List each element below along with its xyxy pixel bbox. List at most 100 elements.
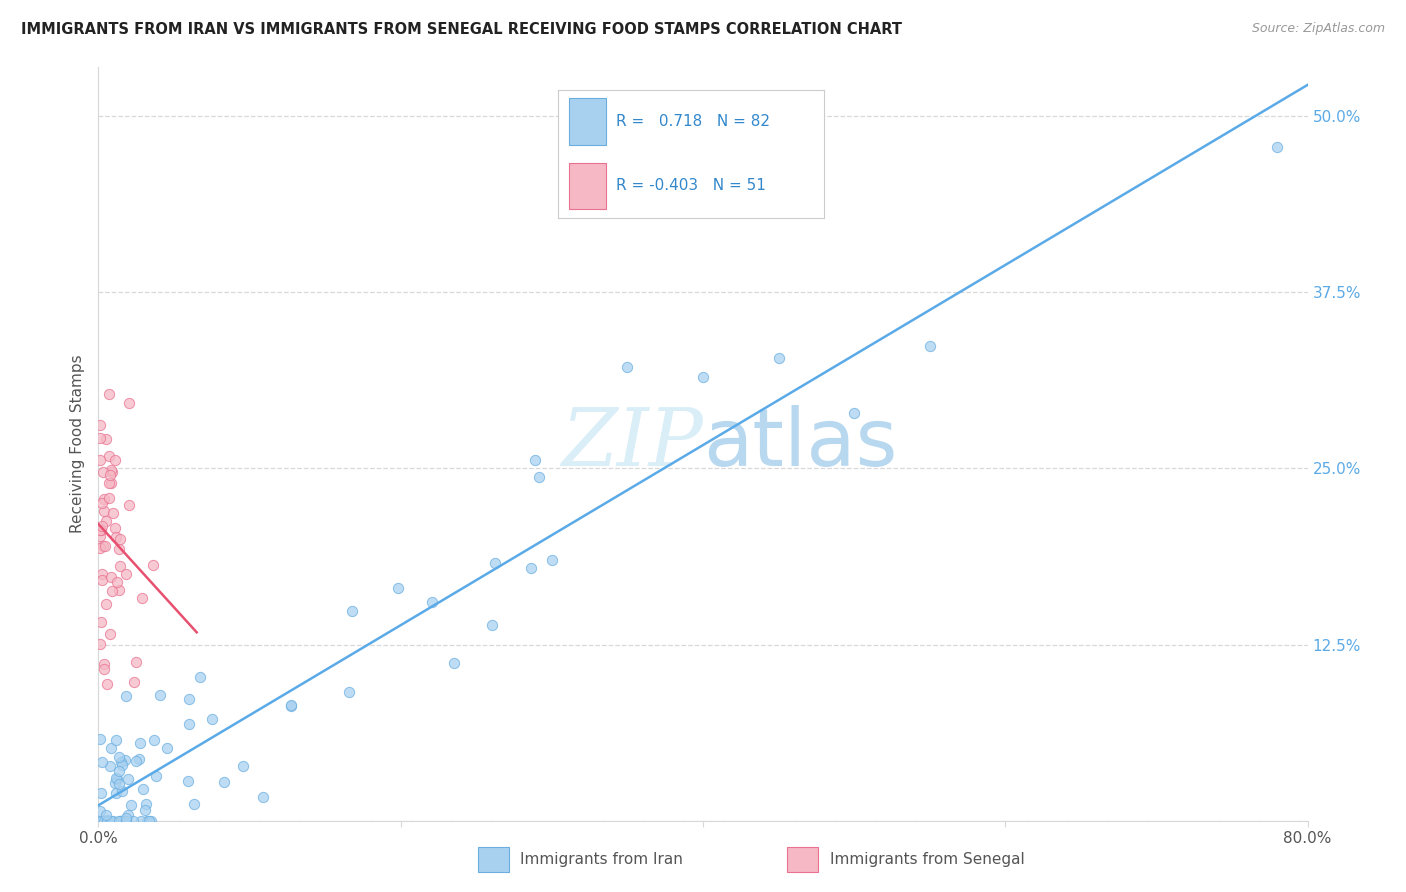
Point bbox=[101, 814, 124, 828]
Point bbox=[89, 529, 111, 543]
Point bbox=[108, 764, 131, 778]
Point bbox=[94, 514, 117, 528]
Point bbox=[142, 733, 165, 747]
Point bbox=[443, 656, 465, 670]
Text: Immigrants from Senegal: Immigrants from Senegal bbox=[830, 853, 1025, 867]
Point bbox=[98, 759, 121, 773]
Point bbox=[179, 717, 201, 731]
Point bbox=[93, 814, 115, 828]
Point bbox=[125, 655, 148, 669]
Point bbox=[118, 498, 141, 512]
Point bbox=[201, 712, 224, 726]
Point bbox=[100, 475, 122, 490]
Point bbox=[90, 814, 112, 828]
Point bbox=[108, 541, 131, 556]
Point bbox=[94, 597, 117, 611]
Point bbox=[110, 756, 132, 770]
Point bbox=[108, 532, 131, 546]
Point bbox=[142, 558, 165, 572]
Point bbox=[100, 740, 122, 755]
Y-axis label: Receiving Food Stamps: Receiving Food Stamps bbox=[70, 354, 86, 533]
Point bbox=[420, 595, 443, 609]
Point bbox=[94, 808, 117, 822]
Point bbox=[252, 789, 274, 804]
Point bbox=[183, 797, 205, 811]
Point bbox=[122, 674, 145, 689]
Point bbox=[91, 573, 114, 587]
Point bbox=[616, 359, 638, 374]
Point bbox=[342, 604, 364, 618]
Point bbox=[98, 475, 121, 490]
Point bbox=[527, 469, 550, 483]
Point bbox=[90, 567, 112, 582]
Point bbox=[132, 782, 155, 797]
Point bbox=[104, 771, 127, 785]
Point bbox=[107, 777, 129, 791]
Point bbox=[108, 559, 131, 574]
Point bbox=[131, 814, 153, 828]
Point bbox=[111, 784, 134, 798]
Text: Source: ZipAtlas.com: Source: ZipAtlas.com bbox=[1251, 22, 1385, 36]
Point bbox=[540, 553, 562, 567]
Point bbox=[108, 582, 131, 597]
Point bbox=[89, 453, 111, 467]
Point bbox=[692, 369, 714, 384]
Point bbox=[104, 452, 127, 467]
Text: atlas: atlas bbox=[703, 405, 897, 483]
Point bbox=[93, 503, 115, 517]
Point bbox=[90, 785, 112, 799]
Point bbox=[136, 814, 159, 828]
Point bbox=[114, 754, 136, 768]
Point bbox=[118, 395, 141, 409]
Point bbox=[768, 351, 790, 365]
Point bbox=[97, 814, 120, 828]
Point bbox=[94, 432, 117, 446]
Point bbox=[280, 698, 302, 713]
Point bbox=[232, 758, 254, 772]
Point bbox=[90, 615, 112, 629]
Point bbox=[93, 491, 115, 506]
Point bbox=[89, 731, 111, 746]
Point bbox=[100, 814, 122, 828]
Point bbox=[117, 808, 139, 822]
Point bbox=[89, 418, 111, 433]
Point bbox=[89, 805, 111, 819]
Point bbox=[96, 677, 118, 691]
Point bbox=[91, 465, 114, 479]
Point bbox=[97, 491, 120, 505]
Point bbox=[135, 797, 157, 812]
Point bbox=[90, 495, 112, 509]
Point bbox=[524, 453, 547, 467]
Point bbox=[91, 539, 114, 553]
Point bbox=[105, 786, 128, 800]
Point bbox=[128, 752, 150, 766]
Point bbox=[115, 814, 138, 828]
Point bbox=[98, 626, 121, 640]
Point bbox=[177, 774, 200, 789]
Point bbox=[337, 685, 360, 699]
Point bbox=[484, 556, 506, 570]
Point bbox=[108, 750, 131, 764]
Point bbox=[120, 798, 142, 813]
Point bbox=[91, 755, 114, 769]
Point bbox=[107, 814, 129, 828]
Point bbox=[844, 406, 866, 420]
Point bbox=[481, 618, 503, 632]
Point bbox=[93, 661, 115, 675]
Point bbox=[96, 813, 118, 827]
Point bbox=[104, 530, 127, 544]
Point bbox=[280, 698, 302, 713]
Point bbox=[93, 657, 115, 671]
Point bbox=[138, 814, 160, 828]
Point bbox=[111, 758, 134, 772]
Point bbox=[156, 741, 179, 756]
Point bbox=[101, 584, 124, 599]
Point bbox=[89, 541, 111, 556]
Point bbox=[114, 814, 136, 828]
Point bbox=[89, 432, 111, 446]
Point bbox=[96, 814, 118, 828]
Point bbox=[105, 772, 128, 786]
Point bbox=[188, 670, 211, 684]
Point bbox=[103, 506, 125, 520]
Point bbox=[520, 561, 543, 575]
